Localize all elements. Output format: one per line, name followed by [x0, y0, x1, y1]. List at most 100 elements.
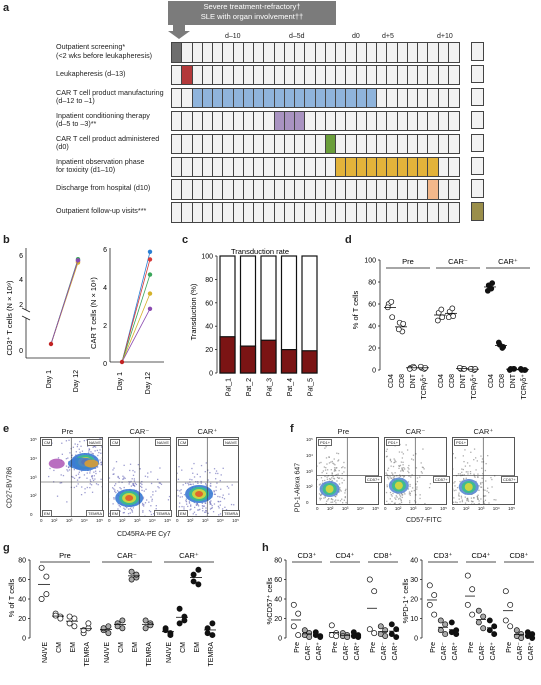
- f-event-dot: [412, 459, 415, 461]
- f-event-dot: [343, 479, 345, 482]
- e-event-dot: [68, 439, 70, 441]
- timeline-cell: [356, 65, 367, 85]
- timeline-cell: [254, 88, 265, 108]
- timeline-cell: [192, 43, 203, 62]
- timeline-cell: [284, 88, 295, 108]
- e-event-dot: [209, 472, 211, 474]
- f-event-dot: [422, 466, 424, 469]
- f-event-dot: [459, 480, 461, 483]
- timeline-cell: [448, 134, 459, 154]
- e-event-dot: [111, 487, 114, 489]
- timeline-cell: [243, 65, 254, 85]
- e-event-dot: [210, 500, 212, 502]
- panel-label-b: b: [3, 234, 10, 246]
- f-event-dot: [399, 464, 402, 467]
- f-event-dot: [317, 478, 318, 481]
- e-event-dot: [97, 483, 99, 486]
- timeline-cell: [387, 43, 398, 62]
- timeline-cell: [254, 157, 265, 176]
- timeline-cell: [366, 134, 377, 154]
- b-right-point-day12-1: [147, 257, 153, 262]
- f-event-dot: [396, 492, 398, 495]
- f-event-dot: [453, 501, 455, 503]
- f-event-dot: [473, 459, 475, 461]
- g-ytick-label-80: 80: [18, 558, 26, 565]
- f-event-dot: [345, 488, 347, 491]
- e-gate-label-2: EM: [110, 510, 120, 517]
- e-event-dot: [222, 494, 224, 496]
- down-arrow-icon: [168, 25, 190, 39]
- f-event-dot: [336, 452, 338, 454]
- e-event-dot: [114, 490, 116, 493]
- e-event-dot: [139, 468, 141, 470]
- timeline-cell: [274, 203, 285, 222]
- timeline-cell: [387, 157, 398, 176]
- h-left-point-0-0-2: [290, 623, 297, 630]
- timeline-cell: [305, 65, 316, 85]
- g-point-1-2-2: [128, 568, 135, 575]
- b-left-tick-2: 2: [19, 302, 23, 309]
- f-event-dot: [334, 500, 336, 502]
- f-event-dot: [387, 503, 390, 504]
- c-ytick-label-80: 80: [205, 277, 213, 284]
- f-event-dot: [416, 486, 418, 488]
- f-event-dot: [334, 464, 336, 466]
- e-event-dot: [76, 445, 78, 448]
- f-event-dot: [318, 493, 321, 495]
- f-event-dot: [469, 470, 472, 473]
- timeline-cell: [213, 157, 224, 176]
- e-event-dot: [218, 501, 220, 503]
- e-event-dot: [86, 477, 88, 479]
- e-event-dot: [76, 479, 79, 481]
- e-event-dot: [141, 489, 143, 492]
- e-event-dot: [207, 516, 208, 517]
- e-event-dot: [185, 498, 187, 500]
- e-event-dot: [181, 505, 183, 508]
- h-left-group-label-0: CD3⁺: [298, 551, 317, 560]
- f-event-dot: [400, 498, 402, 501]
- g-xcat-0-0: NAIVE: [42, 642, 49, 663]
- f-event-dot: [321, 480, 324, 482]
- d-group-label-0: Pre: [402, 257, 414, 266]
- e-event-dot: [96, 466, 99, 468]
- h-left-group-label-1: CD4⁺: [336, 551, 355, 560]
- g-group-label-1: CAR⁻: [117, 551, 137, 560]
- f-event-dot: [341, 498, 343, 500]
- e-event-dot: [65, 458, 68, 460]
- e-event-dot: [56, 495, 59, 497]
- f-event-dot: [402, 469, 404, 471]
- b-right-xcat-day1: Day 1: [117, 372, 124, 390]
- g-point-1-3-0: [142, 625, 149, 632]
- e-event-dot: [217, 472, 219, 475]
- e-event-dot: [67, 457, 69, 459]
- timeline-cell: [274, 134, 285, 154]
- f-event-dot: [477, 498, 479, 500]
- timeline-cell: [233, 43, 244, 62]
- f-event-dot: [466, 462, 469, 464]
- day-tick-minus5: d–5d: [289, 33, 305, 40]
- h-right-xcat-0-0: Pre: [430, 642, 437, 653]
- timeline-cell: [233, 134, 244, 154]
- d-ytick-label-20: 20: [368, 346, 376, 353]
- d-xcat-1-2: DNT: [460, 373, 467, 388]
- b-left-xcat-day12: Day 12: [73, 370, 80, 392]
- e-event-dot: [129, 469, 131, 472]
- timeline-cell: [172, 180, 183, 199]
- e-event-dot: [132, 483, 134, 485]
- timeline-cell: [233, 180, 244, 199]
- g-point-1-0-1: [105, 630, 112, 637]
- timeline-cell: [438, 180, 449, 199]
- e-event-dot: [209, 502, 212, 504]
- timeline-cell: [202, 65, 213, 85]
- f-event-dot: [484, 499, 487, 501]
- e-event-dot: [88, 448, 90, 450]
- timeline-cell: [223, 65, 234, 85]
- h-left-point-2-2-1: [393, 626, 400, 633]
- f-event-dot: [408, 493, 411, 495]
- panel-g-chart: % of T cells 0 20 40 60 80 Pre NAIVE CM EM TEMRA C…: [7, 551, 216, 667]
- h-left-point-1-0-0: [328, 622, 335, 629]
- e-event-dot: [190, 483, 192, 486]
- timeline-cell: [315, 157, 326, 176]
- timeline-cell: [428, 111, 439, 131]
- e-event-dot: [137, 463, 140, 466]
